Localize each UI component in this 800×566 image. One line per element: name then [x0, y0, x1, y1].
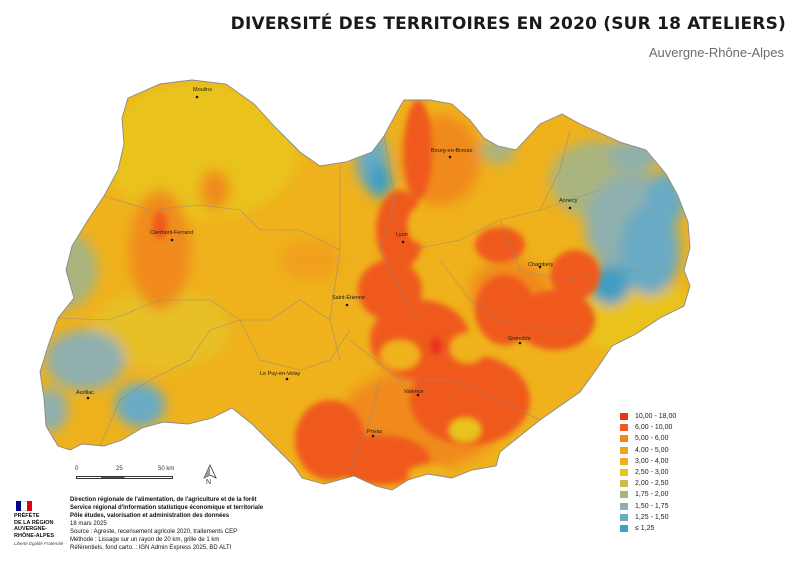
credits: Direction régionale de l'alimentation, d… [70, 496, 263, 552]
legend-label: 6,00 - 10,00 [635, 424, 673, 432]
legend-swatch [620, 457, 628, 465]
credit-method: Méthode : Lissage sur un rayon de 20 km,… [70, 537, 220, 543]
dept-boundary [329, 166, 341, 361]
french-flag-icon [16, 501, 32, 511]
dept-boundary [379, 135, 421, 321]
logo-line: RHÔNE-ALPES [14, 532, 55, 539]
scale-label-25: 25 [116, 466, 123, 472]
city-moulins: Moulins [193, 87, 212, 99]
logo-line: AUVERGNE- [14, 526, 48, 532]
dept-boundary [103, 195, 341, 251]
city-label: Moulins [193, 87, 212, 93]
city-label: Clermont-Ferrand [150, 230, 193, 236]
city-lyon: Lyon [396, 232, 408, 244]
city-label: Annecy [559, 198, 578, 204]
logo-line: DE LA RÉGION [14, 519, 54, 526]
legend-swatch [620, 469, 628, 477]
legend-swatch [620, 413, 628, 421]
dept-boundary [439, 259, 580, 331]
legend-item: 10,00 - 18,00 [620, 411, 740, 422]
city-valence: Valence [404, 389, 423, 397]
city-label: Lyon [396, 232, 408, 238]
legend: 10,00 - 18,00 6,00 - 10,00 5,00 - 6,00 4… [620, 411, 740, 534]
city-label: Chambéry [528, 262, 554, 268]
city-chambery: Chambéry [528, 262, 554, 269]
dept-boundary [349, 379, 381, 471]
city-clermont-ferrand: Clermont-Ferrand [150, 230, 193, 242]
logo-line: PRÉFÈTE [14, 513, 40, 519]
legend-item: ≤ 1,25 [620, 523, 740, 534]
legend-item: 5,00 - 6,00 [620, 433, 740, 444]
legend-item: 2,50 - 3,00 [620, 467, 740, 478]
scale-label-50: 50 km [158, 466, 175, 472]
scale-label-0: 0 [75, 466, 79, 472]
credit-date: 18 mars 2025 [70, 521, 107, 527]
legend-item: 4,00 - 5,00 [620, 445, 740, 456]
prefecture-logo: PRÉFÈTE DE LA RÉGION AUVERGNE- RHÔNE-ALP… [14, 501, 64, 546]
legend-item: 1,75 - 2,00 [620, 489, 740, 500]
legend-swatch [620, 524, 628, 532]
city-label: Le Puy-en-Velay [260, 371, 301, 377]
legend-item: 1,25 - 1,50 [620, 512, 740, 523]
credit-org: Service régional d'information statistiq… [70, 505, 264, 511]
city-saint-etienne: Saint-Étienne [332, 294, 365, 307]
city-label: Bourg-en-Bresse [431, 148, 473, 154]
city-label: Grenoble [508, 336, 531, 342]
map-title: DIVERSITÉ DES TERRITOIRES EN 2020 (SUR 1… [230, 14, 786, 34]
city-le-puy-en-velay: Le Puy-en-Velay [260, 371, 301, 381]
credit-source: Source : Agreste, recensement agricole 2… [70, 529, 238, 535]
legend-swatch [620, 435, 628, 443]
legend-label: 3,00 - 4,00 [635, 457, 669, 465]
map-subtitle: Auvergne-Rhône-Alpes [648, 45, 784, 60]
legend-label: 1,75 - 2,00 [635, 491, 669, 499]
city-annecy: Annecy [559, 198, 578, 210]
city-aurillac: Aurillac [76, 390, 94, 400]
legend-swatch [620, 513, 628, 521]
dept-boundary [409, 189, 601, 251]
dept-boundary [239, 319, 351, 371]
dept-boundary [349, 339, 541, 421]
credit-org: Direction régionale de l'alimentation, d… [70, 497, 257, 503]
scale-bar: 0 25 50 km [75, 466, 176, 496]
north-letter: N [206, 479, 212, 486]
legend-label: ≤ 1,25 [635, 524, 655, 532]
legend-label: 2,50 - 3,00 [635, 469, 669, 477]
city-bourg-en-bresse: Bourg-en-Bresse [431, 148, 473, 159]
legend-swatch [620, 491, 628, 499]
north-arrow-icon [203, 464, 217, 479]
city-label: Aurillac [76, 390, 94, 396]
credit-refs: Référentiels, fond carto. : IGN Admin Ex… [70, 545, 232, 551]
legend-label: 4,00 - 5,00 [635, 446, 669, 454]
legend-label: 2,00 - 2,50 [635, 480, 669, 488]
legend-label: 1,50 - 1,75 [635, 502, 669, 510]
legend-item: 3,00 - 4,00 [620, 456, 740, 467]
city-label: Valence [404, 389, 423, 395]
city-privas: Privas [367, 429, 383, 438]
legend-swatch [620, 480, 628, 488]
city-label: Privas [367, 429, 383, 435]
city-grenoble: Grenoble [508, 336, 531, 345]
legend-item: 1,50 - 1,75 [620, 501, 740, 512]
dept-boundary [57, 299, 331, 321]
city-label: Saint-Étienne [332, 294, 365, 301]
north-arrow: N [201, 464, 219, 488]
dept-boundary [99, 319, 241, 447]
dept-boundary [539, 129, 571, 211]
legend-item: 2,00 - 2,50 [620, 478, 740, 489]
scale-bar-graphic [76, 476, 173, 479]
legend-item: 6,00 - 10,00 [620, 422, 740, 433]
logo-motto: Liberté Égalité Fraternité [14, 541, 64, 546]
legend-label: 5,00 - 6,00 [635, 435, 669, 443]
dept-boundary [499, 219, 641, 281]
credit-org: Pôle études, valorisation et administrat… [70, 513, 230, 519]
legend-swatch [620, 424, 628, 432]
legend-label: 10,00 - 18,00 [635, 413, 677, 421]
legend-swatch [620, 502, 628, 510]
legend-label: 1,25 - 1,50 [635, 513, 669, 521]
legend-swatch [620, 446, 628, 454]
